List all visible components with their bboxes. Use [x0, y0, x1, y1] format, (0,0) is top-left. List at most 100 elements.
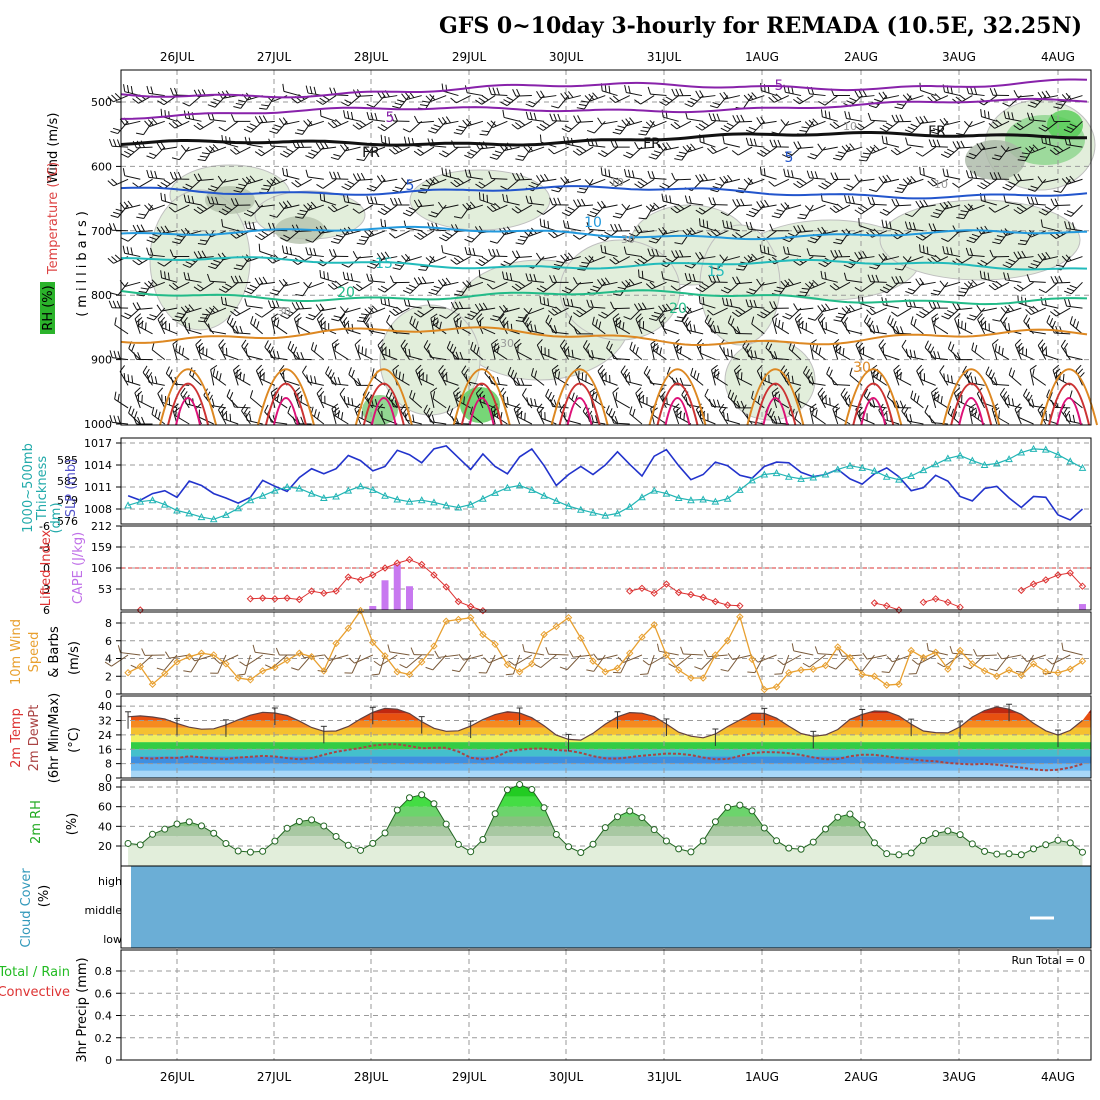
wind-barb-flag — [727, 174, 733, 182]
bottom-date-label: 2AUG — [844, 1070, 878, 1084]
rh2m-marker — [210, 829, 218, 837]
wind-barb-flag — [899, 400, 904, 408]
wind-barb — [814, 146, 826, 160]
thickness-marker — [515, 481, 524, 489]
wind-barb — [846, 279, 863, 283]
wind-barb-flag — [413, 199, 419, 207]
wind-barb — [117, 120, 129, 134]
wind-barb-flag — [490, 318, 498, 322]
wind-barb — [1032, 375, 1047, 386]
wind-barb-flag — [478, 192, 481, 200]
wind-barb-flag — [835, 343, 838, 352]
wind-barb — [197, 256, 214, 259]
wind-barb-flag — [512, 173, 517, 181]
wind-barb-flag — [522, 313, 528, 321]
wind-barb — [148, 254, 165, 258]
wind-barb-flag — [150, 375, 154, 384]
wind-barb-flag — [817, 305, 823, 312]
wind-barb — [699, 302, 716, 309]
wind-barb-flag — [347, 396, 350, 405]
wind-barb-flag — [722, 219, 725, 228]
isotherm-warm-arc — [852, 382, 895, 426]
wind-barb-flag — [890, 149, 898, 156]
wind-barb-flag — [1046, 389, 1050, 397]
wind-barb-flag — [774, 212, 782, 216]
thickness-marker — [662, 489, 671, 497]
wind-barb — [174, 120, 190, 129]
wind-barb-flag — [642, 126, 651, 129]
wind-barb — [939, 371, 949, 386]
wind-barb-flag — [927, 343, 932, 351]
wind-barb-flag — [673, 403, 680, 410]
thickness-marker — [173, 506, 181, 514]
wind-barb-flag — [330, 240, 339, 244]
wind-barb-flag — [470, 341, 474, 350]
lifted-index-line — [1021, 572, 1083, 591]
wind-barb-flag — [233, 147, 241, 153]
wind-barb-flag — [384, 251, 390, 259]
thickness-marker — [882, 472, 891, 480]
wind-barb — [430, 356, 447, 361]
wind-barb-flag — [478, 181, 486, 187]
wind-barb-flag — [669, 195, 672, 204]
wind-barb-flag — [519, 235, 528, 239]
wind-barb-flag — [1004, 305, 1011, 313]
wind-barb — [536, 344, 545, 360]
wind-barb-flag — [837, 312, 846, 316]
wind-barb-flag — [210, 185, 219, 189]
wind10-speed-marker — [369, 638, 377, 647]
top-date-label: 27JUL — [257, 50, 292, 64]
wind-barb-flag — [1002, 391, 1008, 399]
wind10-speed-marker — [222, 660, 230, 668]
wind10-speed-marker — [258, 667, 267, 675]
wind-barb — [210, 369, 215, 386]
wind-barb-flag — [249, 413, 252, 422]
wind-barb-flag — [327, 272, 329, 281]
wind-barb-flag — [1032, 368, 1035, 377]
wind-barb-flag — [1029, 364, 1037, 371]
wind10-speed-marker — [344, 624, 353, 633]
wind-barb-flag — [623, 168, 627, 177]
thickness-marker — [809, 473, 818, 481]
rh2m-marker — [259, 847, 267, 855]
wind-barb-flag — [175, 119, 183, 126]
wind-barb — [531, 375, 545, 386]
wind-barb-flag — [420, 265, 429, 268]
wind-barb-flag — [645, 283, 653, 290]
wind-barb — [724, 354, 741, 361]
wind-barb-flag — [1041, 252, 1047, 260]
wind-barb-flag — [335, 234, 344, 238]
wind-barb-flag — [123, 201, 130, 209]
precip-panel: 0.80.60.40.20 Run Total = 0 3hr Precip (… — [0, 949, 1092, 1067]
wind-barb-flag — [952, 302, 957, 310]
lifted-index-marker — [895, 606, 903, 614]
wind-barb-flag — [246, 125, 255, 130]
wind-barb-flag — [843, 317, 849, 325]
wind-barb-flag — [783, 246, 786, 254]
wind-barb-flag — [290, 343, 295, 352]
wind-barb-flag — [315, 304, 321, 312]
wind-barb-flag — [633, 303, 639, 311]
wind-barb-flag — [958, 213, 967, 216]
wind-barb-flag — [506, 194, 509, 203]
wind-barb — [749, 178, 765, 186]
thickness-marker — [503, 483, 512, 491]
wind-barb-flag — [616, 177, 623, 184]
wind-barb-flag — [294, 132, 303, 135]
wind-barb-flag — [560, 177, 566, 184]
wind10-barb-flag — [183, 670, 191, 673]
wind-barb — [513, 344, 521, 360]
wind-barb-flag — [356, 320, 365, 323]
wind-barb-flag — [503, 321, 505, 329]
rh2m-marker — [491, 810, 499, 818]
wind-barb-flag — [258, 243, 261, 252]
wind-barb-flag — [249, 175, 256, 182]
wind-barb — [178, 146, 190, 160]
wind-barb-flag — [600, 278, 607, 286]
wind-barb — [713, 376, 728, 386]
wind-barb-flag — [653, 202, 660, 209]
wind-barb-flag — [817, 143, 823, 151]
lifted-index-marker — [246, 595, 255, 603]
wind-barb-flag — [238, 183, 246, 187]
wind-barb-flag — [234, 275, 239, 283]
